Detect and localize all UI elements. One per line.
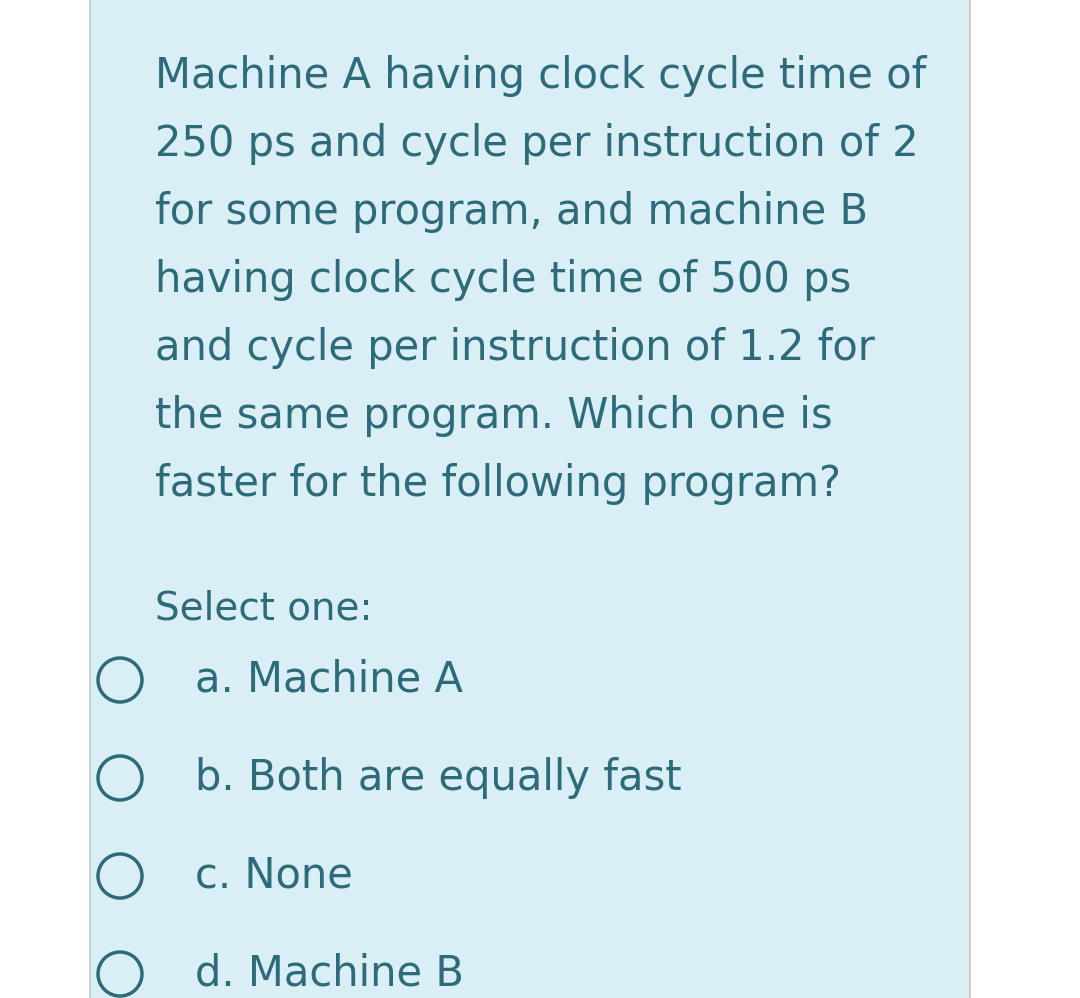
Text: b. Both are equally fast: b. Both are equally fast [195,757,681,799]
Text: Machine A having clock cycle time of: Machine A having clock cycle time of [156,55,927,97]
Text: for some program, and machine B: for some program, and machine B [156,191,868,233]
Text: 250 ps and cycle per instruction of 2: 250 ps and cycle per instruction of 2 [156,123,919,165]
Text: c. None: c. None [195,855,353,897]
Text: the same program. Which one is: the same program. Which one is [156,395,833,437]
Text: a. Machine A: a. Machine A [195,659,463,701]
Text: having clock cycle time of 500 ps: having clock cycle time of 500 ps [156,259,851,301]
Text: Select one:: Select one: [156,590,373,628]
Text: and cycle per instruction of 1.2 for: and cycle per instruction of 1.2 for [156,327,875,369]
Text: faster for the following program?: faster for the following program? [156,463,841,505]
Bar [90,0,970,998]
Text: d. Machine B: d. Machine B [195,953,464,995]
